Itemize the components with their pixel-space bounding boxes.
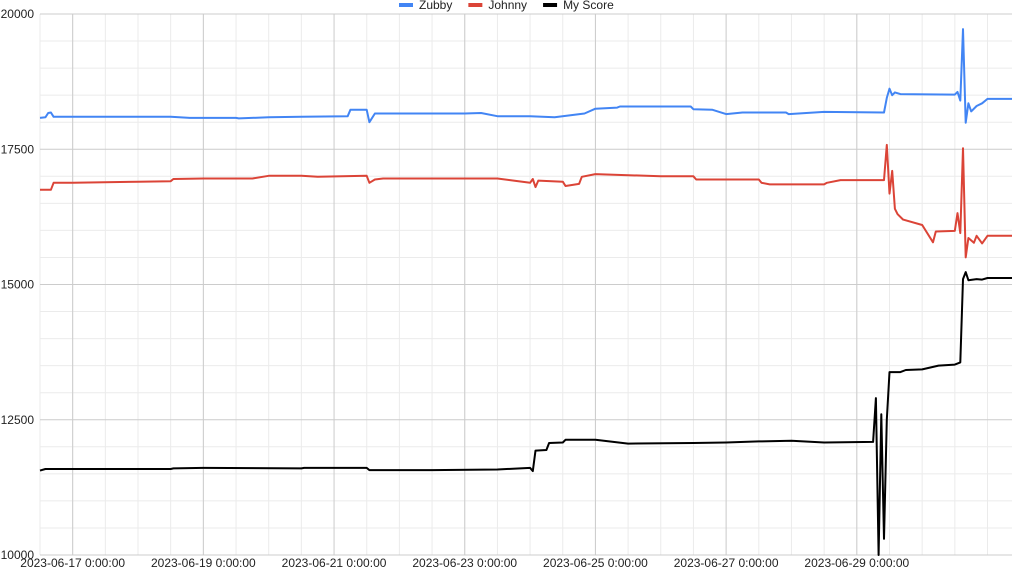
y-tick-label: 10000 <box>1 548 35 562</box>
major-gridlines <box>40 13 1012 556</box>
x-tick-label: 2023-06-17 0:00:00 <box>20 556 125 567</box>
x-axis-tick-labels: 2023-06-17 0:00:00 2023-06-19 0:00:00 2023… <box>20 556 909 567</box>
series-line-zubby <box>39 28 1012 124</box>
y-tick-label: 20000 <box>1 7 35 21</box>
series-line-johnny <box>40 143 1012 259</box>
x-tick-label: 2023-06-21 0:00:00 <box>282 556 387 567</box>
legend-label-johnny: Johnny <box>488 0 527 12</box>
legend-label-zubby: Zubby <box>419 0 452 12</box>
legend-label-my-score: My Score <box>563 0 614 12</box>
x-tick-label: 2023-06-19 0:00:00 <box>151 556 256 567</box>
y-tick-label: 15000 <box>1 278 35 292</box>
y-axis-tick-labels: 10000 12500 15000 17500 20000 <box>1 7 35 562</box>
x-tick-label: 2023-06-23 0:00:00 <box>412 556 517 567</box>
legend-swatch-johnny <box>468 3 483 7</box>
series-line-my-score <box>39 271 1012 556</box>
x-tick-label: 2023-06-27 0:00:00 <box>674 556 779 567</box>
x-tick-label: 2023-06-29 0:00:00 <box>804 556 909 567</box>
y-tick-label: 17500 <box>1 142 35 156</box>
legend: Zubby Johnny My Score <box>399 0 614 12</box>
series-lines <box>39 28 1012 556</box>
y-tick-label: 12500 <box>1 413 35 427</box>
legend-swatch-zubby <box>399 3 413 7</box>
x-tick-label: 2023-06-25 0:00:00 <box>543 556 648 567</box>
legend-swatch-my-score <box>543 3 558 7</box>
